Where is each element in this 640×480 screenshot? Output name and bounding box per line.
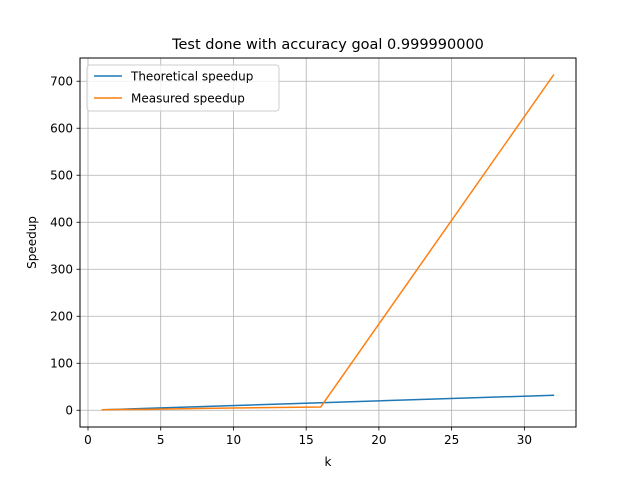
- series-lines: [101, 74, 555, 411]
- x-axis-label: k: [325, 455, 332, 469]
- y-tick-label: 400: [50, 216, 73, 230]
- y-tick-label: 200: [50, 310, 73, 324]
- x-tick-label: 10: [226, 433, 241, 447]
- plot-background: [80, 58, 576, 427]
- legend: Theoretical speedup Measured speedup: [86, 64, 280, 112]
- x-tick-label: 5: [157, 433, 165, 447]
- chart-title: Test done with accuracy goal 0.999990000: [171, 37, 484, 53]
- x-tick-label: 15: [299, 433, 314, 447]
- y-axis-label: Speedup: [25, 216, 39, 269]
- series-line-measured: [101, 74, 555, 411]
- x-tick-label: 0: [84, 433, 92, 447]
- y-tick-label: 500: [50, 169, 73, 183]
- y-tick-label: 700: [50, 75, 73, 89]
- legend-box: [86, 64, 280, 112]
- grid: [80, 58, 576, 427]
- x-tick-label: 25: [444, 433, 459, 447]
- plot-frame: [79, 57, 577, 428]
- y-tick-label: 0: [65, 404, 73, 418]
- y-tick-label: 600: [50, 122, 73, 136]
- x-tick-label: 30: [517, 433, 532, 447]
- y-tick-label: 100: [50, 357, 73, 371]
- legend-label-theoretical: Theoretical speedup: [130, 70, 253, 84]
- y-axis-ticks: 0 100 200 300 400 500 600 700: [50, 75, 80, 418]
- x-tick-label: 20: [371, 433, 386, 447]
- x-axis-ticks: 0 5 10 15 20 25 30: [84, 427, 532, 447]
- y-tick-label: 300: [50, 263, 73, 277]
- legend-label-measured: Measured speedup: [131, 92, 245, 106]
